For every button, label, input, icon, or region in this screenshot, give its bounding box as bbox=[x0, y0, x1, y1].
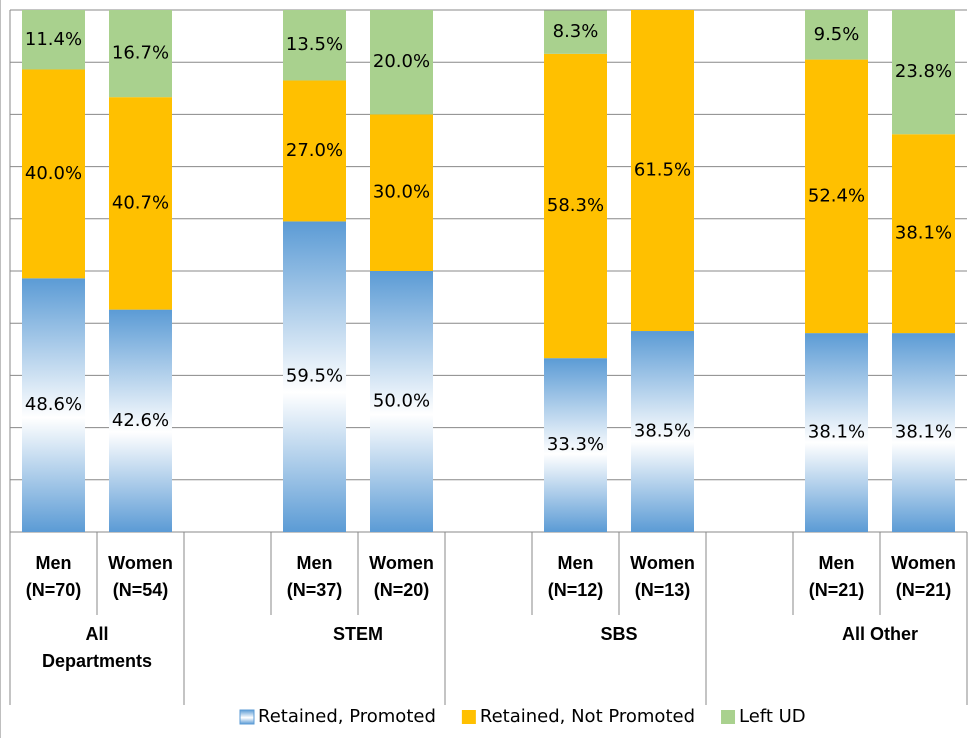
bar-segment bbox=[109, 97, 172, 310]
data-label: 40.0% bbox=[25, 163, 82, 184]
data-label: 59.5% bbox=[286, 366, 343, 387]
bar-segment bbox=[631, 331, 694, 532]
bar-segment bbox=[544, 358, 607, 532]
bar-segment bbox=[631, 10, 694, 332]
data-label: 27.0% bbox=[286, 140, 343, 161]
legend-swatch bbox=[721, 710, 736, 724]
bar-segment bbox=[109, 309, 172, 532]
legend-label: Retained, Not Promoted bbox=[480, 706, 695, 727]
bar-segment bbox=[544, 10, 607, 54]
data-label: 23.8% bbox=[895, 61, 952, 82]
x-tick-label: Women (N=20) bbox=[369, 553, 434, 600]
bar-segment bbox=[109, 10, 172, 98]
data-label: 52.4% bbox=[808, 185, 865, 206]
bar-segment bbox=[370, 271, 433, 532]
bar-segment bbox=[805, 333, 868, 532]
data-label: 38.1% bbox=[895, 422, 952, 443]
bar-segment bbox=[805, 10, 868, 60]
group-label: All Other bbox=[841, 624, 918, 644]
data-label: 8.3% bbox=[553, 21, 599, 42]
data-label: 38.5% bbox=[634, 421, 691, 442]
group-label: All Departments bbox=[41, 624, 153, 671]
data-label: 61.5% bbox=[634, 160, 691, 181]
data-label: 42.6% bbox=[112, 410, 169, 431]
bar-segment bbox=[892, 333, 955, 532]
data-label: 38.1% bbox=[808, 422, 865, 443]
x-tick-label: Women (N=54) bbox=[108, 553, 173, 600]
data-label: 33.3% bbox=[547, 434, 604, 455]
legend-swatch bbox=[461, 710, 476, 724]
x-tick-label: Women (N=21) bbox=[891, 553, 956, 600]
x-tick-label: Men (N=37) bbox=[286, 553, 343, 600]
x-tick-label: Men (N=21) bbox=[808, 553, 865, 600]
bar-segment bbox=[22, 278, 85, 532]
legend-swatch bbox=[239, 709, 255, 725]
data-label: 50.0% bbox=[373, 391, 430, 412]
x-tick-label: Women (N=13) bbox=[630, 553, 695, 600]
group-label: STEM bbox=[332, 624, 383, 644]
x-tick-label: Men (N=70) bbox=[25, 553, 82, 600]
data-label: 58.3% bbox=[547, 195, 604, 216]
data-label: 13.5% bbox=[286, 34, 343, 55]
data-label: 30.0% bbox=[373, 182, 430, 203]
data-label: 40.7% bbox=[112, 192, 169, 213]
bar-segment bbox=[805, 59, 868, 334]
data-label: 9.5% bbox=[814, 24, 860, 45]
bar-segment bbox=[283, 221, 346, 532]
bar-segment bbox=[370, 114, 433, 272]
bar-segment bbox=[283, 10, 346, 81]
legend-label: Retained, Promoted bbox=[258, 706, 436, 727]
group-label: SBS bbox=[600, 624, 638, 644]
bar-segment bbox=[892, 134, 955, 334]
bar-segment bbox=[22, 10, 85, 70]
bar-segment bbox=[22, 69, 85, 279]
data-label: 11.4% bbox=[25, 29, 82, 50]
bar-segment bbox=[544, 53, 607, 359]
bar-segment bbox=[370, 10, 433, 115]
data-label: 38.1% bbox=[895, 223, 952, 244]
data-label: 20.0% bbox=[373, 51, 430, 72]
legend-label: Left UD bbox=[739, 706, 806, 727]
bar-segment bbox=[892, 10, 955, 135]
bar-segment bbox=[283, 80, 346, 222]
data-label: 48.6% bbox=[25, 394, 82, 415]
data-label: 16.7% bbox=[112, 43, 169, 64]
x-tick-label: Men (N=12) bbox=[547, 553, 604, 600]
